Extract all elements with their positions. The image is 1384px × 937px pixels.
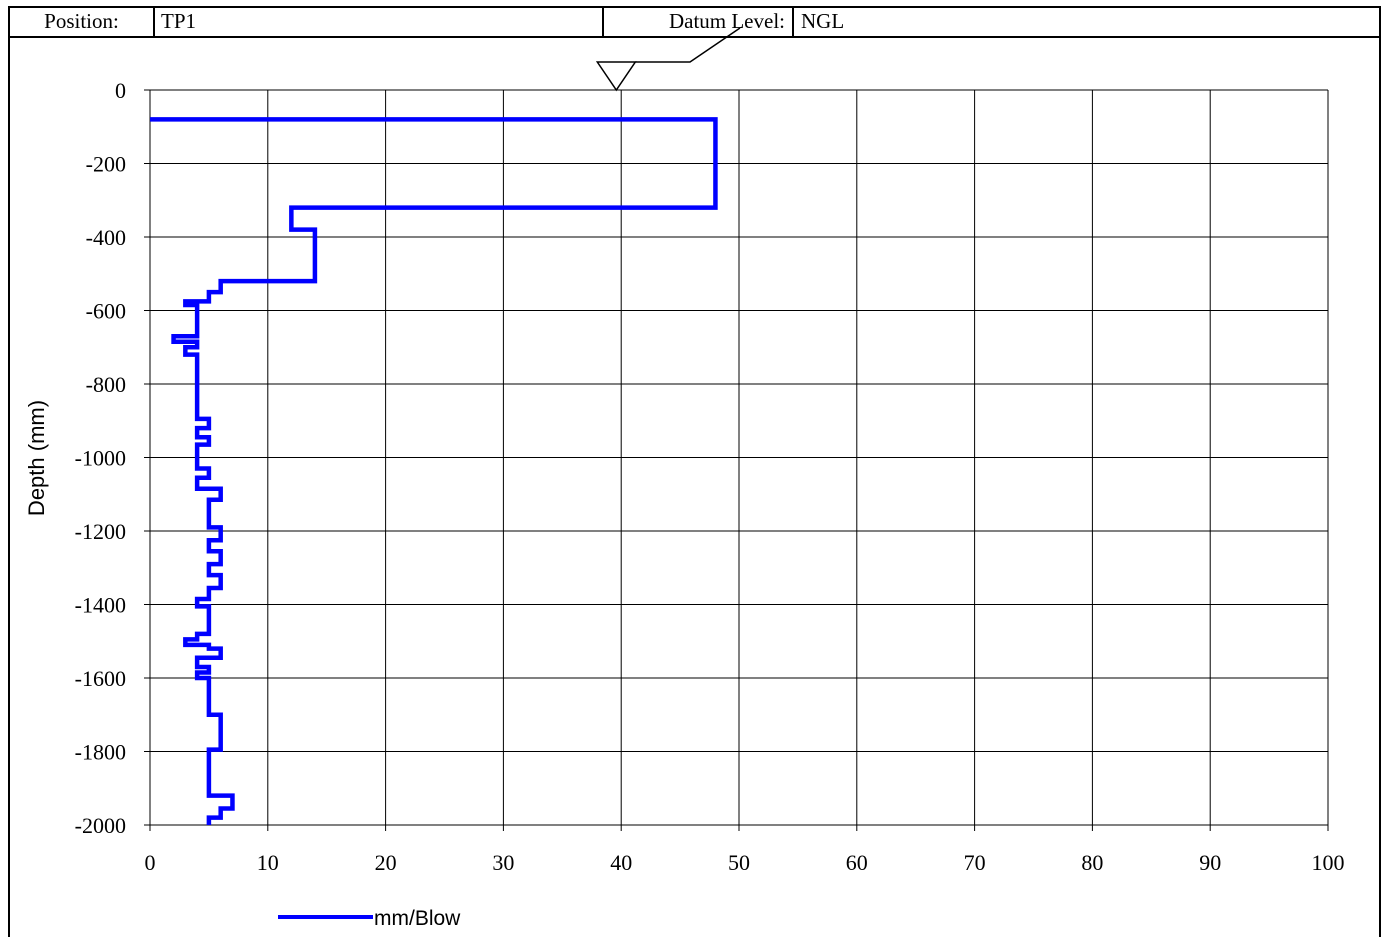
datum-triangle: [595, 61, 637, 92]
datum-marker: [595, 27, 741, 92]
x-axis-ticks: 0 10 20 30 40 50 60 70 80 90 100: [145, 850, 1345, 875]
y-axis-label: Depth (mm): [24, 400, 49, 516]
x-tick-label: 20: [375, 850, 397, 875]
legend: mm/Blow: [278, 907, 461, 930]
y-tick-label: -1800: [75, 740, 126, 765]
y-tick-label: -400: [86, 225, 126, 250]
x-tick-label: 100: [1312, 850, 1345, 875]
y-tick-label: -800: [86, 372, 126, 397]
y-tick-label: -200: [86, 152, 126, 177]
legend-label: mm/Blow: [374, 907, 461, 930]
y-tick-label: -2000: [75, 813, 126, 838]
x-tick-label: 60: [846, 850, 868, 875]
y-tick-label: -1000: [75, 446, 126, 471]
y-tick-label: -600: [86, 299, 126, 324]
y-tick-label: -1600: [75, 666, 126, 691]
x-tick-label: 0: [145, 850, 156, 875]
datum-leader-line: [635, 27, 741, 63]
position-label: Position:: [10, 6, 155, 36]
header-bar: Position: TP1 Datum Level: NGL: [8, 6, 1381, 38]
x-tick-label: 80: [1081, 850, 1103, 875]
chart-frame: [8, 6, 1381, 937]
x-tick-label: 70: [964, 850, 986, 875]
x-tick-label: 30: [492, 850, 514, 875]
y-tick-label: -1400: [75, 593, 126, 618]
series-line-0: [150, 117, 718, 825]
datum-level-label: Datum Level:: [606, 6, 794, 36]
series-layer: [150, 117, 718, 825]
y-tick-label: -1200: [75, 519, 126, 544]
datum-level-value: NGL: [801, 9, 845, 33]
x-tick-label: 90: [1199, 850, 1221, 875]
x-tick-label: 40: [610, 850, 632, 875]
grid-lines: [144, 89, 1329, 831]
x-tick-label: 50: [728, 850, 750, 875]
y-axis-ticks: 0 -200 -400 -600 -800 -1000 -1200 -1400 -1600 -18…: [75, 78, 126, 838]
x-tick-label: 10: [257, 850, 279, 875]
position-value: TP1: [159, 6, 604, 36]
y-tick-label: 0: [115, 78, 126, 103]
